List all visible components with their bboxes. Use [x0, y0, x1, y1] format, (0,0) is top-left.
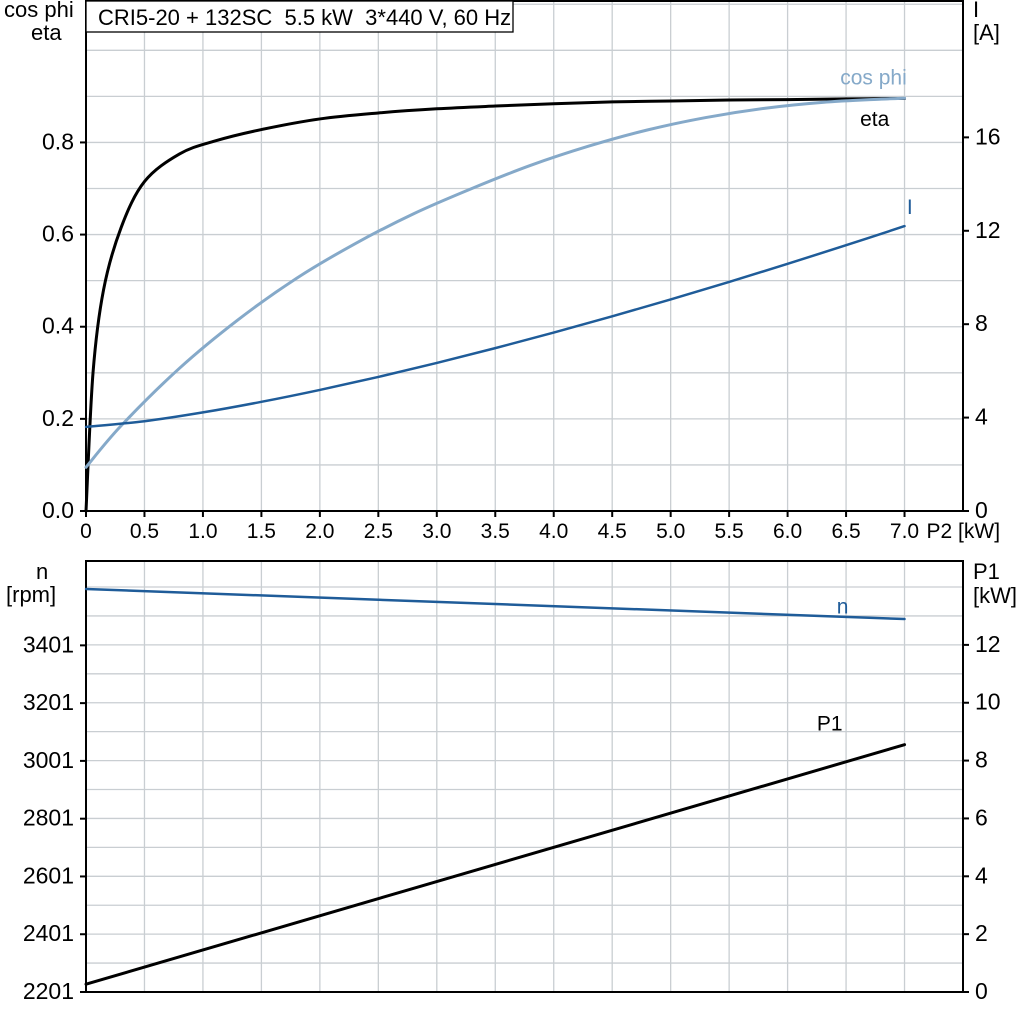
svg-text:2.5: 2.5 — [364, 520, 393, 543]
svg-text:3201: 3201 — [23, 689, 74, 715]
svg-text:P1: P1 — [973, 559, 1000, 584]
svg-text:8: 8 — [975, 747, 988, 773]
svg-text:0: 0 — [975, 978, 988, 1004]
svg-text:5.0: 5.0 — [656, 520, 685, 543]
svg-text:10: 10 — [975, 689, 1001, 715]
svg-text:0.0: 0.0 — [42, 497, 74, 523]
svg-text:4.5: 4.5 — [598, 520, 627, 543]
svg-text:2: 2 — [975, 920, 988, 946]
svg-text:6.5: 6.5 — [831, 520, 860, 543]
svg-text:0: 0 — [80, 520, 92, 543]
svg-text:2801: 2801 — [23, 805, 74, 831]
svg-text:P2 [kW]: P2 [kW] — [927, 520, 1001, 543]
svg-text:2201: 2201 — [23, 978, 74, 1004]
svg-text:0.6: 0.6 — [42, 221, 74, 247]
svg-text:cos phi: cos phi — [4, 0, 74, 22]
svg-text:eta: eta — [860, 108, 890, 131]
svg-text:1.0: 1.0 — [188, 520, 217, 543]
svg-text:[kW]: [kW] — [973, 583, 1017, 608]
svg-text:2401: 2401 — [23, 920, 74, 946]
svg-text:cos phi: cos phi — [840, 67, 907, 90]
svg-text:4.0: 4.0 — [539, 520, 568, 543]
svg-text:3.0: 3.0 — [422, 520, 451, 543]
svg-text:3401: 3401 — [23, 631, 74, 657]
svg-text:3.5: 3.5 — [481, 520, 510, 543]
svg-text:[A]: [A] — [973, 20, 1000, 45]
svg-text:0.8: 0.8 — [42, 128, 74, 154]
svg-text:5.5: 5.5 — [715, 520, 744, 543]
svg-text:2.0: 2.0 — [305, 520, 334, 543]
svg-text:2601: 2601 — [23, 862, 74, 888]
svg-text:I: I — [907, 196, 913, 219]
svg-text:n: n — [36, 559, 48, 584]
svg-text:1.5: 1.5 — [247, 520, 276, 543]
svg-text:6.0: 6.0 — [773, 520, 802, 543]
svg-text:eta: eta — [31, 20, 62, 45]
svg-text:4: 4 — [975, 862, 988, 888]
svg-text:3001: 3001 — [23, 747, 74, 773]
svg-text:[rpm]: [rpm] — [6, 582, 56, 607]
svg-text:CRI5-20 + 132SC 5.5 kW 3*440: CRI5-20 + 132SC 5.5 kW 3*440 V, 60 Hz — [98, 5, 511, 30]
svg-text:n: n — [837, 596, 849, 619]
svg-text:7.0: 7.0 — [890, 520, 919, 543]
svg-text:P1: P1 — [817, 713, 843, 736]
svg-text:6: 6 — [975, 804, 988, 830]
svg-text:8: 8 — [975, 310, 988, 336]
svg-text:12: 12 — [975, 631, 1001, 657]
svg-text:4: 4 — [975, 404, 988, 430]
svg-text:12: 12 — [975, 217, 1001, 243]
svg-text:I: I — [973, 0, 979, 22]
svg-text:0.4: 0.4 — [42, 313, 74, 339]
svg-text:0.5: 0.5 — [130, 520, 159, 543]
svg-text:0.2: 0.2 — [42, 405, 74, 431]
svg-text:16: 16 — [975, 123, 1001, 149]
